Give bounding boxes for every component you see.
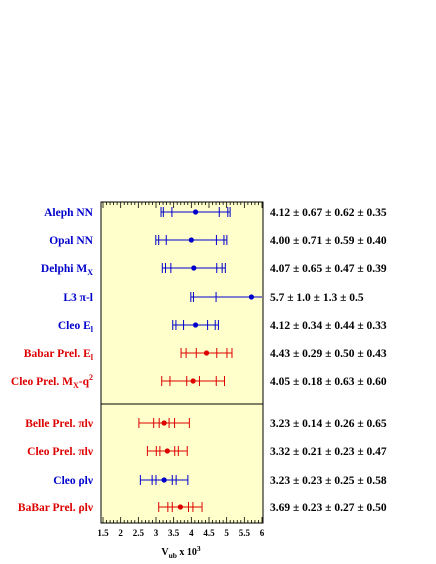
measurement-row: Cleo Prel. πlν 3.32 ± 0.21 ± 0.23 ± 0.47: [27, 446, 387, 458]
measurement-value-text: 3.32 ± 0.21 ± 0.23 ± 0.47: [270, 446, 387, 458]
central-value-point: [164, 448, 170, 454]
measurement-value-text: 4.43 ± 0.29 ± 0.50 ± 0.43: [270, 348, 387, 360]
measurement-label: Cleo ρlν: [53, 475, 93, 487]
measurement-value-text: 4.12 ± 0.67 ± 0.62 ± 0.35: [270, 207, 387, 219]
measurement-label: Opal NN: [49, 235, 93, 247]
measurement-value-text: 3.23 ± 0.23 ± 0.25 ± 0.58: [270, 475, 387, 487]
measurement-row: Cleo ρlν 3.23 ± 0.23 ± 0.25 ± 0.58: [53, 475, 387, 487]
axis-tick-labels: 1.5 2 2.5 3 3.5 4 4.5 5 5.5 6: [97, 528, 264, 538]
central-value-point: [161, 420, 167, 426]
x-tick-label: 2.5: [133, 528, 145, 538]
measurement-row: L3 π-l 5.7 ± 1.0 ± 1.3 ± 0.5: [63, 292, 364, 304]
central-value-point: [188, 237, 194, 243]
central-value-point: [248, 294, 254, 300]
measurement-label: Cleo El: [58, 320, 94, 334]
central-value-point: [177, 504, 183, 510]
x-tick-label: 3.5: [168, 528, 180, 538]
measurement-label: Cleo Prel. πlν: [27, 446, 93, 458]
central-value-point: [203, 350, 210, 356]
measurement-label: Aleph NN: [44, 207, 94, 219]
measurement-value-text: 4.07 ± 0.65 ± 0.47 ± 0.39: [270, 263, 387, 275]
measurement-row: Delphi MX 4.07 ± 0.65 ± 0.47 ± 0.39: [41, 263, 387, 277]
measurement-row: Belle Prel. πlν 3.23 ± 0.14 ± 0.26 ± 0.65: [25, 418, 387, 430]
x-tick-label: 5: [224, 528, 229, 538]
axis-ticks: [102, 202, 263, 523]
central-value-point: [192, 209, 199, 215]
measurement-label: L3 π-l: [63, 292, 93, 304]
measurement-row: Cleo El 4.12 ± 0.34 ± 0.44 ± 0.33: [58, 320, 387, 334]
x-tick-label: 1.5: [97, 528, 109, 538]
central-value-point: [191, 265, 197, 271]
measurement-value-text: 4.05 ± 0.18 ± 0.63 ± 0.60: [270, 376, 387, 388]
x-tick-label: 3: [154, 528, 159, 538]
x-axis-label: Vub x 103: [161, 544, 201, 560]
x-tick-label: 4: [189, 528, 194, 538]
central-value-point: [161, 477, 167, 483]
measurement-row: Aleph NN 4.12 ± 0.67 ± 0.62 ± 0.35: [44, 207, 387, 219]
measurement-value-text: 4.12 ± 0.34 ± 0.44 ± 0.33: [270, 320, 387, 332]
x-tick-label: 5.5: [239, 528, 251, 538]
measurement-row: Cleo Prel. MX-q2 4.05 ± 0.18 ± 0.63 ± 0.6…: [11, 373, 387, 390]
measurement-label: Belle Prel. πlν: [25, 418, 93, 430]
measurement-label: BaBar Prel. ρlν: [18, 502, 93, 514]
measurement-row: Babar Prel. El 4.43 ± 0.29 ± 0.50 ± 0.43: [24, 348, 387, 362]
measurement-rows: Aleph NN 4.12 ± 0.67 ± 0.62 ± 0.35 Opal NN…: [11, 207, 387, 514]
x-tick-label: 6: [260, 528, 265, 538]
measurement-value-text: 5.7 ± 1.0 ± 1.3 ± 0.5: [270, 292, 364, 304]
measurement-label: Delphi MX: [41, 263, 93, 277]
central-value-point: [192, 322, 199, 328]
plot-panel: [100, 201, 264, 524]
measurement-value-text: 3.23 ± 0.14 ± 0.26 ± 0.65: [270, 418, 387, 430]
measurement-label: Babar Prel. El: [24, 348, 94, 362]
measurement-row: BaBar Prel. ρlν 3.69 ± 0.23 ± 0.27 ± 0.50: [18, 502, 387, 514]
measurement-row: Opal NN 4.00 ± 0.71 ± 0.59 ± 0.40: [49, 235, 387, 247]
measurement-label: Cleo Prel. MX-q2: [11, 373, 93, 390]
x-tick-label: 4.5: [203, 528, 215, 538]
central-value-point: [190, 378, 196, 384]
x-tick-label: 2: [118, 528, 123, 538]
measurement-value-text: 4.00 ± 0.71 ± 0.59 ± 0.40: [270, 235, 387, 247]
measurement-value-text: 3.69 ± 0.23 ± 0.27 ± 0.50: [270, 502, 387, 514]
